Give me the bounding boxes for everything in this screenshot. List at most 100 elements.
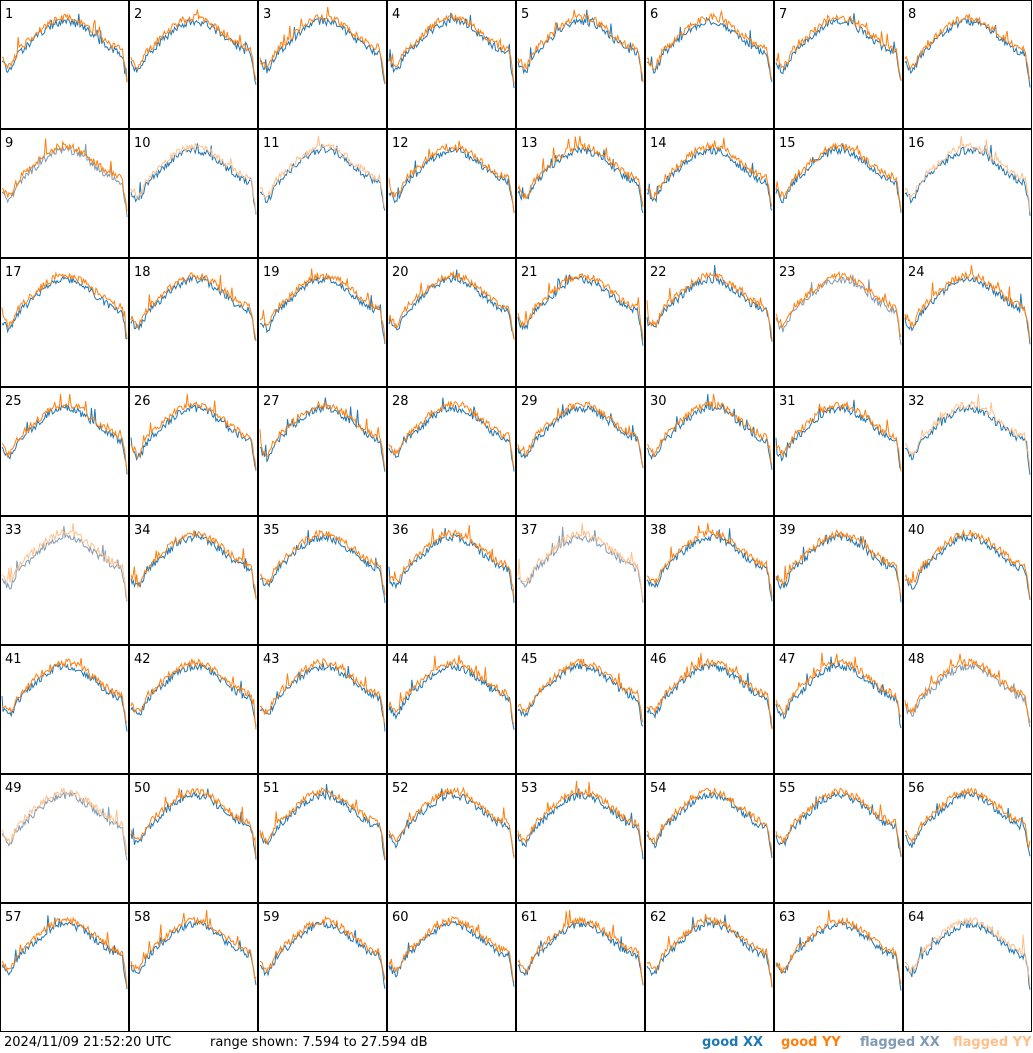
panel-label: 64 (908, 910, 925, 925)
panel-47: 47 (774, 645, 903, 774)
series-xx (1, 275, 128, 340)
panel-15: 15 (774, 129, 903, 258)
panel-label: 23 (779, 265, 796, 280)
panel-frame (903, 774, 1032, 903)
series-yy (904, 393, 1031, 469)
series-yy (775, 13, 902, 81)
panel-label: 38 (650, 523, 667, 538)
series-xx (775, 274, 902, 345)
panel-frame (387, 129, 516, 258)
series-yy (904, 787, 1031, 849)
panel-label: 17 (5, 265, 22, 280)
panel-51: 51 (258, 774, 387, 903)
panel-64: 64 (903, 903, 1032, 1032)
panel-label: 49 (5, 781, 22, 796)
panel-frame (258, 774, 387, 903)
panel-24: 24 (903, 258, 1032, 387)
series-yy (388, 270, 515, 340)
series-yy (130, 393, 257, 470)
panel-frame (645, 0, 774, 129)
panel-label: 43 (263, 652, 280, 667)
panel-39: 39 (774, 516, 903, 645)
panel-label: 33 (5, 523, 22, 538)
panel-label: 25 (5, 394, 22, 409)
panel-frame (258, 129, 387, 258)
timestamp: 2024/11/09 21:52:20 UTC (4, 1035, 172, 1050)
series-xx (1, 13, 128, 83)
panel-label: 24 (908, 265, 925, 280)
panel-frame (516, 516, 645, 645)
panel-label: 4 (392, 7, 400, 22)
panel-frame (774, 645, 903, 774)
panel-label: 9 (5, 136, 13, 151)
panel-frame (645, 903, 774, 1032)
series-yy (130, 272, 257, 342)
series-yy (517, 522, 644, 600)
panel-frame (0, 129, 129, 258)
panel-30: 30 (645, 387, 774, 516)
series-yy (130, 658, 257, 730)
panel-label: 11 (263, 136, 280, 151)
panel-label: 6 (650, 7, 658, 22)
panel-label: 59 (263, 910, 280, 925)
panel-label: 62 (650, 910, 667, 925)
panel-19: 19 (258, 258, 387, 387)
panel-label: 60 (392, 910, 409, 925)
panel-frame (0, 645, 129, 774)
panel-27: 27 (258, 387, 387, 516)
series-xx (388, 269, 515, 339)
legend-good-xx: good XX (702, 1035, 764, 1050)
series-yy (130, 9, 257, 81)
panel-label: 10 (134, 136, 151, 151)
panel-label: 41 (5, 652, 22, 667)
panel-16: 16 (903, 129, 1032, 258)
panel-label: 32 (908, 394, 925, 409)
panel-label: 40 (908, 523, 925, 538)
panel-7: 7 (774, 0, 903, 129)
panel-label: 30 (650, 394, 667, 409)
panel-label: 19 (263, 265, 280, 280)
series-yy (1, 393, 128, 472)
series-xx (388, 662, 515, 730)
series-yy (646, 271, 773, 342)
series-xx (646, 264, 773, 342)
panel-label: 1 (5, 7, 13, 22)
series-yy (646, 913, 773, 988)
series-xx (646, 914, 773, 988)
series-xx (517, 920, 644, 986)
panel-label: 61 (521, 910, 538, 925)
panel-48: 48 (903, 645, 1032, 774)
panel-37: 37 (516, 516, 645, 645)
panel-frame (387, 258, 516, 387)
panel-32: 32 (903, 387, 1032, 516)
panel-36: 36 (387, 516, 516, 645)
panel-23: 23 (774, 258, 903, 387)
panel-label: 2 (134, 7, 142, 22)
series-yy (517, 9, 644, 83)
series-yy (1, 271, 128, 339)
series-xx (259, 784, 386, 861)
series-xx (775, 143, 902, 213)
panel-label: 3 (263, 7, 271, 22)
series-yy (904, 528, 1031, 598)
series-yy (388, 140, 515, 213)
panel-label: 50 (134, 781, 151, 796)
series-xx (517, 788, 644, 860)
series-xx (130, 18, 257, 85)
panel-frame (645, 258, 774, 387)
panel-41: 41 (0, 645, 129, 774)
panel-frame (0, 774, 129, 903)
panel-3: 3 (258, 0, 387, 129)
series-xx (646, 16, 773, 83)
panel-frame (129, 258, 258, 387)
panel-label: 18 (134, 265, 151, 280)
series-yy (259, 915, 386, 981)
panel-frame (0, 516, 129, 645)
series-xx (130, 919, 257, 986)
panel-45: 45 (516, 645, 645, 774)
panel-label: 13 (521, 136, 538, 151)
series-xx (130, 662, 257, 727)
series-yy (517, 780, 644, 852)
series-xx (646, 661, 773, 729)
panel-label: 22 (650, 265, 667, 280)
